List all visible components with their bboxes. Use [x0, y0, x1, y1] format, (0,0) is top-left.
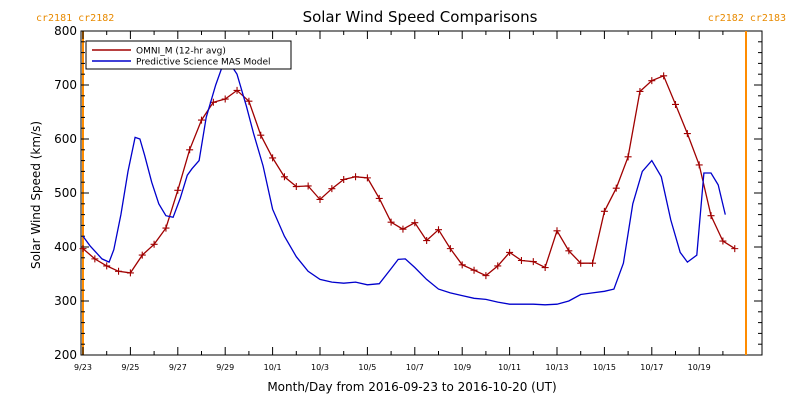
y-tick-label: 500: [54, 186, 77, 200]
series-point-0: [517, 257, 525, 264]
series-point-0: [529, 258, 537, 266]
series-point-0: [304, 182, 312, 190]
legend-label-mas: Predictive Science MAS Model: [136, 58, 271, 68]
series-point-0: [91, 255, 99, 263]
series-point-0: [446, 245, 454, 253]
series-point-0: [150, 240, 158, 248]
y-tick-label: 200: [54, 348, 77, 362]
x-tick-label: 9/27: [169, 363, 187, 372]
series-point-0: [126, 269, 134, 277]
series-point-0: [624, 153, 632, 161]
series-point-0: [423, 237, 431, 245]
series-line-0: [82, 74, 736, 277]
series-point-0: [482, 272, 490, 280]
series-point-0: [79, 245, 87, 253]
x-tick-label: 10/13: [545, 363, 568, 372]
series-layer: [79, 62, 739, 306]
series-point-0: [612, 184, 620, 192]
series-point-0: [719, 237, 727, 245]
x-tick-label: 10/15: [593, 363, 616, 372]
series-point-0: [233, 86, 241, 94]
x-tick-label: 10/11: [498, 363, 521, 372]
series-point-0: [577, 259, 585, 267]
series-point-0: [245, 97, 253, 105]
series-point-0: [589, 259, 597, 267]
series-point-0: [363, 174, 371, 182]
series-point-0: [707, 212, 715, 220]
series-point-0: [600, 207, 608, 215]
y-axis: 200 300 400 500 600 700 800: [54, 24, 762, 362]
y-tick-label: 300: [54, 294, 77, 308]
y-axis-label: Solar Wind Speed (km/s): [29, 121, 43, 269]
series-point-0: [470, 266, 478, 274]
y-tick-label: 600: [54, 132, 77, 146]
series-point-0: [186, 146, 194, 154]
series-point-0: [198, 116, 205, 124]
x-tick-label: 10/17: [640, 363, 663, 372]
series-point-0: [387, 218, 395, 226]
series-point-0: [494, 262, 502, 270]
series-point-0: [221, 95, 229, 103]
series-point-0: [553, 227, 561, 235]
x-tick-label: 10/3: [311, 363, 329, 372]
x-tick-label: 9/25: [121, 363, 139, 372]
x-tick-label: 10/9: [453, 363, 471, 372]
chart-title: Solar Wind Speed Comparisons: [303, 8, 538, 26]
series-line-1: [82, 62, 726, 306]
series-point-0: [352, 173, 360, 181]
series-point-0: [435, 226, 442, 234]
x-tick-label: 9/23: [74, 363, 92, 372]
series-point-0: [138, 251, 146, 259]
x-axis-label: Month/Day from 2016-09-23 to 2016-10-20 …: [267, 380, 556, 394]
series-point-0: [660, 72, 668, 80]
series-point-0: [731, 245, 739, 253]
x-tick-label: 10/19: [688, 363, 711, 372]
x-tick-label: 10/7: [406, 363, 424, 372]
series-point-0: [399, 225, 407, 233]
series-point-0: [683, 130, 691, 138]
series-point-0: [375, 194, 383, 202]
series-point-0: [565, 247, 573, 255]
series-point-0: [103, 262, 111, 270]
series-point-0: [506, 248, 514, 256]
series-point-0: [541, 264, 549, 272]
legend-box: [85, 40, 292, 70]
series-point-0: [458, 261, 466, 269]
x-axis: 9/23 9/25 9/27 9/29 10/1 10/3 10/5 10/7 10/9 10/1…: [74, 31, 724, 372]
series-point-0: [328, 185, 336, 193]
rotation-label-right: cr2182 cr2183: [708, 13, 786, 24]
series-point-0: [269, 154, 277, 162]
legend: OMNI_M (12-hr avg) Predictive Science MA…: [85, 40, 292, 70]
series-point-0: [316, 195, 324, 203]
legend-label-omni: OMNI_M (12-hr avg): [136, 47, 226, 57]
series-point-0: [292, 183, 300, 191]
series-point-0: [257, 131, 265, 139]
y-tick-label: 800: [54, 24, 77, 38]
y-tick-label: 700: [54, 78, 77, 92]
y-tick-label: 400: [54, 240, 77, 254]
series-point-0: [174, 186, 182, 194]
x-tick-label: 10/5: [358, 363, 376, 372]
series-point-0: [115, 267, 123, 275]
series-point-0: [411, 219, 419, 227]
plot-frame: [80, 30, 763, 356]
series-point-0: [162, 224, 170, 232]
series-point-0: [648, 77, 656, 85]
series-point-0: [672, 100, 679, 108]
x-tick-label: 10/1: [264, 363, 282, 372]
rotation-label-left: cr2181 cr2182: [36, 13, 114, 24]
series-point-0: [280, 173, 288, 181]
x-tick-label: 9/29: [216, 363, 234, 372]
series-point-0: [340, 176, 348, 183]
series-point-0: [695, 161, 703, 169]
series-point-0: [636, 87, 644, 95]
